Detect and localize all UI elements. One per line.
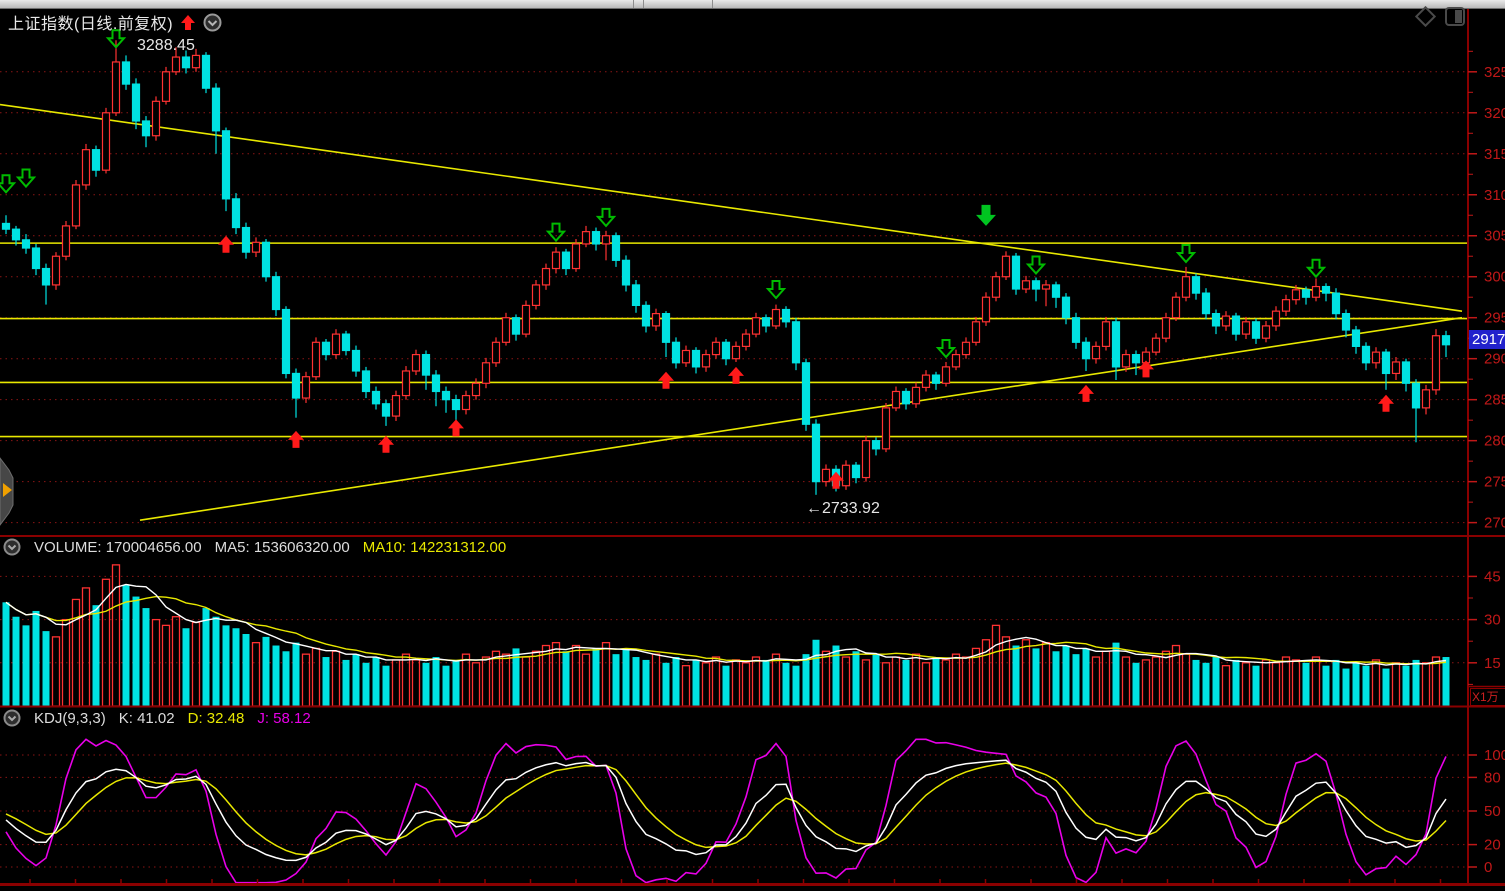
svg-text:80: 80 (1484, 769, 1501, 786)
kdj-collapse-icon[interactable] (3, 709, 21, 727)
volume-bars (2, 564, 1450, 707)
volume-value-label: VOLUME: 170004656.00 (34, 538, 202, 556)
svg-text:15: 15 (1484, 655, 1501, 672)
svg-text:2900: 2900 (1484, 351, 1505, 368)
signal-arrows (0, 29, 1394, 489)
current-price-tag: 2917 (1469, 330, 1505, 349)
titlebar-right-icons (1414, 6, 1465, 28)
trough-price-label: ←2733.92 (806, 500, 880, 517)
toolbar-divider (712, 0, 713, 8)
volume-header: VOLUME: 170004656.00 MA5: 153606320.00 M… (3, 538, 506, 556)
svg-text:3100: 3100 (1484, 187, 1505, 204)
kdj-lines (5, 738, 1447, 884)
svg-text:0: 0 (1484, 859, 1492, 876)
peak-price-label: 3288.45 (137, 37, 195, 54)
svg-text:3000: 3000 (1484, 269, 1505, 286)
kdj-header: KDJ(9,3,3) K: 41.02 D: 32.48 J: 58.12 (3, 709, 311, 727)
svg-text:2700: 2700 (1484, 515, 1505, 532)
svg-text:20: 20 (1484, 837, 1501, 854)
svg-text:2950: 2950 (1484, 310, 1505, 327)
window-top-strip (0, 0, 1505, 9)
svg-text:3150: 3150 (1484, 146, 1505, 163)
kdj-params-label: KDJ(9,3,3) (34, 709, 106, 727)
symbol-title: 上证指数(日线.前复权) (8, 16, 174, 33)
svg-text:2750: 2750 (1484, 474, 1505, 491)
svg-text:2800: 2800 (1484, 433, 1505, 450)
svg-text:2850: 2850 (1484, 392, 1505, 409)
volume-ma5-label: MA5: 153606320.00 (214, 538, 350, 556)
collapse-chevron-icon[interactable] (203, 13, 222, 32)
svg-text:3200: 3200 (1484, 105, 1505, 122)
svg-text:3250: 3250 (1484, 64, 1505, 81)
up-arrow-icon (181, 14, 196, 30)
trend-lines (0, 103, 1468, 521)
expander-arrow-icon (3, 483, 12, 497)
left-expander-tab (0, 457, 14, 526)
chart-title-bar: 上证指数(日线.前复权) (8, 10, 222, 34)
candlesticks (1, 40, 1451, 495)
volume-ma10-label: MA10: 142231312.00 (362, 538, 507, 556)
svg-text:100: 100 (1484, 747, 1505, 764)
kdj-d-value: D: 32.48 (187, 709, 245, 727)
left-arrow-glyph: ← (806, 500, 822, 517)
toolbar-divider (633, 0, 634, 8)
svg-text:50: 50 (1484, 803, 1501, 820)
toolbar-divider (643, 0, 644, 8)
grid-lines (0, 71, 1468, 868)
kdj-j-value: J: 58.12 (257, 709, 311, 727)
svg-text:3050: 3050 (1484, 228, 1505, 245)
svg-text:45: 45 (1484, 568, 1501, 585)
diamond-icon[interactable] (1414, 6, 1437, 28)
kdj-k-value: K: 41.02 (118, 709, 175, 727)
volume-unit-label: X1万 (1470, 688, 1505, 706)
panel-toggle-icon[interactable] (1445, 7, 1465, 26)
axis-frame: 3250320031503100305030002950290028502800… (0, 8, 1505, 886)
volume-ma-lines (5, 583, 1447, 666)
svg-text:30: 30 (1484, 612, 1501, 629)
volume-collapse-icon[interactable] (3, 538, 21, 556)
